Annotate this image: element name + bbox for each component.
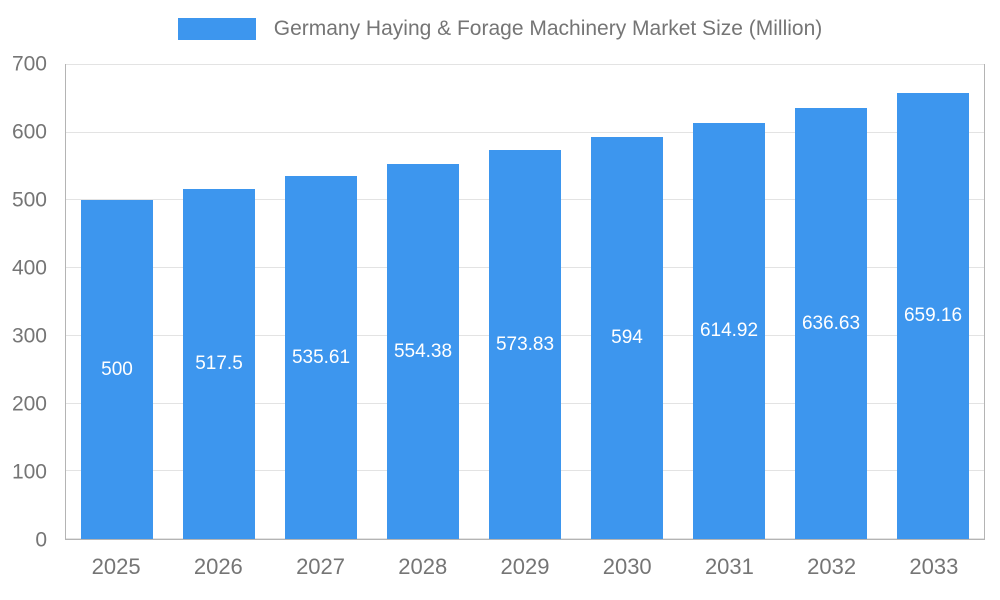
bar-group: 517.5: [168, 65, 270, 539]
bar[interactable]: 573.83: [488, 150, 562, 539]
bar[interactable]: 614.92: [692, 122, 766, 539]
bar-group: 535.61: [270, 65, 372, 539]
bar-value-label: 535.61: [291, 347, 351, 369]
x-tick-label: 2025: [91, 554, 141, 579]
x-tick-label: 2033: [909, 554, 959, 579]
y-axis: 0 100 200 300 400 500 600 700: [0, 54, 57, 551]
y-tick-label: 100: [11, 460, 47, 484]
y-tick-label: 200: [11, 392, 47, 416]
bar-value-label: 594: [611, 327, 643, 349]
bar-value-label: 554.38: [393, 340, 453, 362]
plot-area: 500 517.5 535.61 554.38 573.83 594 614.92 636.6…: [65, 64, 985, 540]
x-tick-label: 2026: [193, 554, 243, 579]
gridline: [66, 131, 984, 133]
bar-value-label: 500: [101, 359, 133, 381]
y-tick-label: 500: [11, 188, 47, 212]
gridline: [66, 64, 984, 65]
x-axis: 2025 2026 2027 2028 2029 2030 2031 2032 2033: [65, 550, 985, 584]
y-tick-label: 400: [11, 256, 47, 280]
x-tick-label: 2030: [602, 554, 652, 579]
x-tick-label: 2031: [704, 554, 754, 579]
chart-legend[interactable]: Germany Haying & Forage Machinery Market…: [0, 14, 1000, 44]
x-tick-label: 2032: [807, 554, 857, 579]
bar-group: 554.38: [372, 65, 474, 539]
bar-group: 636.63: [780, 65, 882, 539]
bar[interactable]: 594: [590, 136, 664, 539]
y-tick-label: 700: [11, 52, 47, 76]
x-tick-label: 2029: [500, 554, 550, 579]
bar-value-label: 659.16: [903, 305, 963, 327]
bar-value-label: 614.92: [699, 320, 759, 342]
chart-title: Germany Haying & Forage Machinery Market…: [273, 17, 823, 40]
y-tick-label: 300: [11, 324, 47, 348]
bar[interactable]: 659.16: [896, 92, 970, 539]
y-tick-label: 0: [35, 528, 47, 552]
bar-group: 659.16: [882, 65, 984, 539]
bar[interactable]: 500: [80, 200, 154, 539]
bar-series: 500 517.5 535.61 554.38 573.83 594 614.92 636.6…: [66, 65, 984, 539]
bar-value-label: 517.5: [195, 353, 243, 375]
y-tick-label: 600: [11, 120, 47, 144]
bar-value-label: 636.63: [801, 312, 861, 334]
bar-group: 594: [576, 65, 678, 539]
bar-group: 573.83: [474, 65, 576, 539]
bar-group: 614.92: [678, 65, 780, 539]
bar[interactable]: 554.38: [386, 163, 460, 539]
x-tick-label: 2027: [296, 554, 346, 579]
bar[interactable]: 535.61: [284, 176, 358, 539]
legend-swatch: [177, 18, 256, 40]
x-tick-label: 2028: [398, 554, 448, 579]
bar[interactable]: 517.5: [182, 188, 256, 539]
bar-group: 500: [66, 65, 168, 539]
bar-value-label: 573.83: [495, 334, 555, 356]
bar[interactable]: 636.63: [794, 107, 868, 539]
